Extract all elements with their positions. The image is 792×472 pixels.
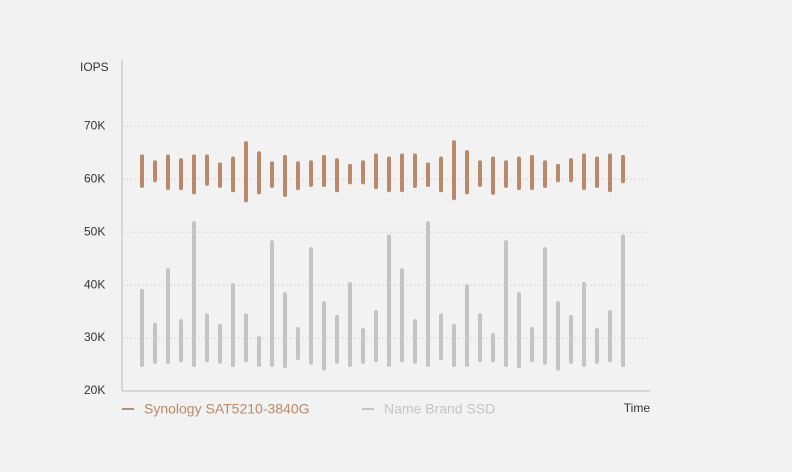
y-tick-label: 60K (84, 171, 105, 185)
legend-label: Synology SAT5210-3840G (144, 401, 310, 417)
y-tick-label: 20K (84, 383, 105, 397)
y-tick-label: 70K (84, 118, 105, 132)
y-axis-label: IOPS (80, 60, 109, 74)
legend-label: Name Brand SSD (384, 401, 495, 417)
y-tick-label: 40K (84, 277, 105, 291)
y-tick-label: 30K (84, 330, 105, 344)
y-tick-label: 50K (84, 224, 105, 238)
x-axis-label: Time (624, 401, 651, 415)
